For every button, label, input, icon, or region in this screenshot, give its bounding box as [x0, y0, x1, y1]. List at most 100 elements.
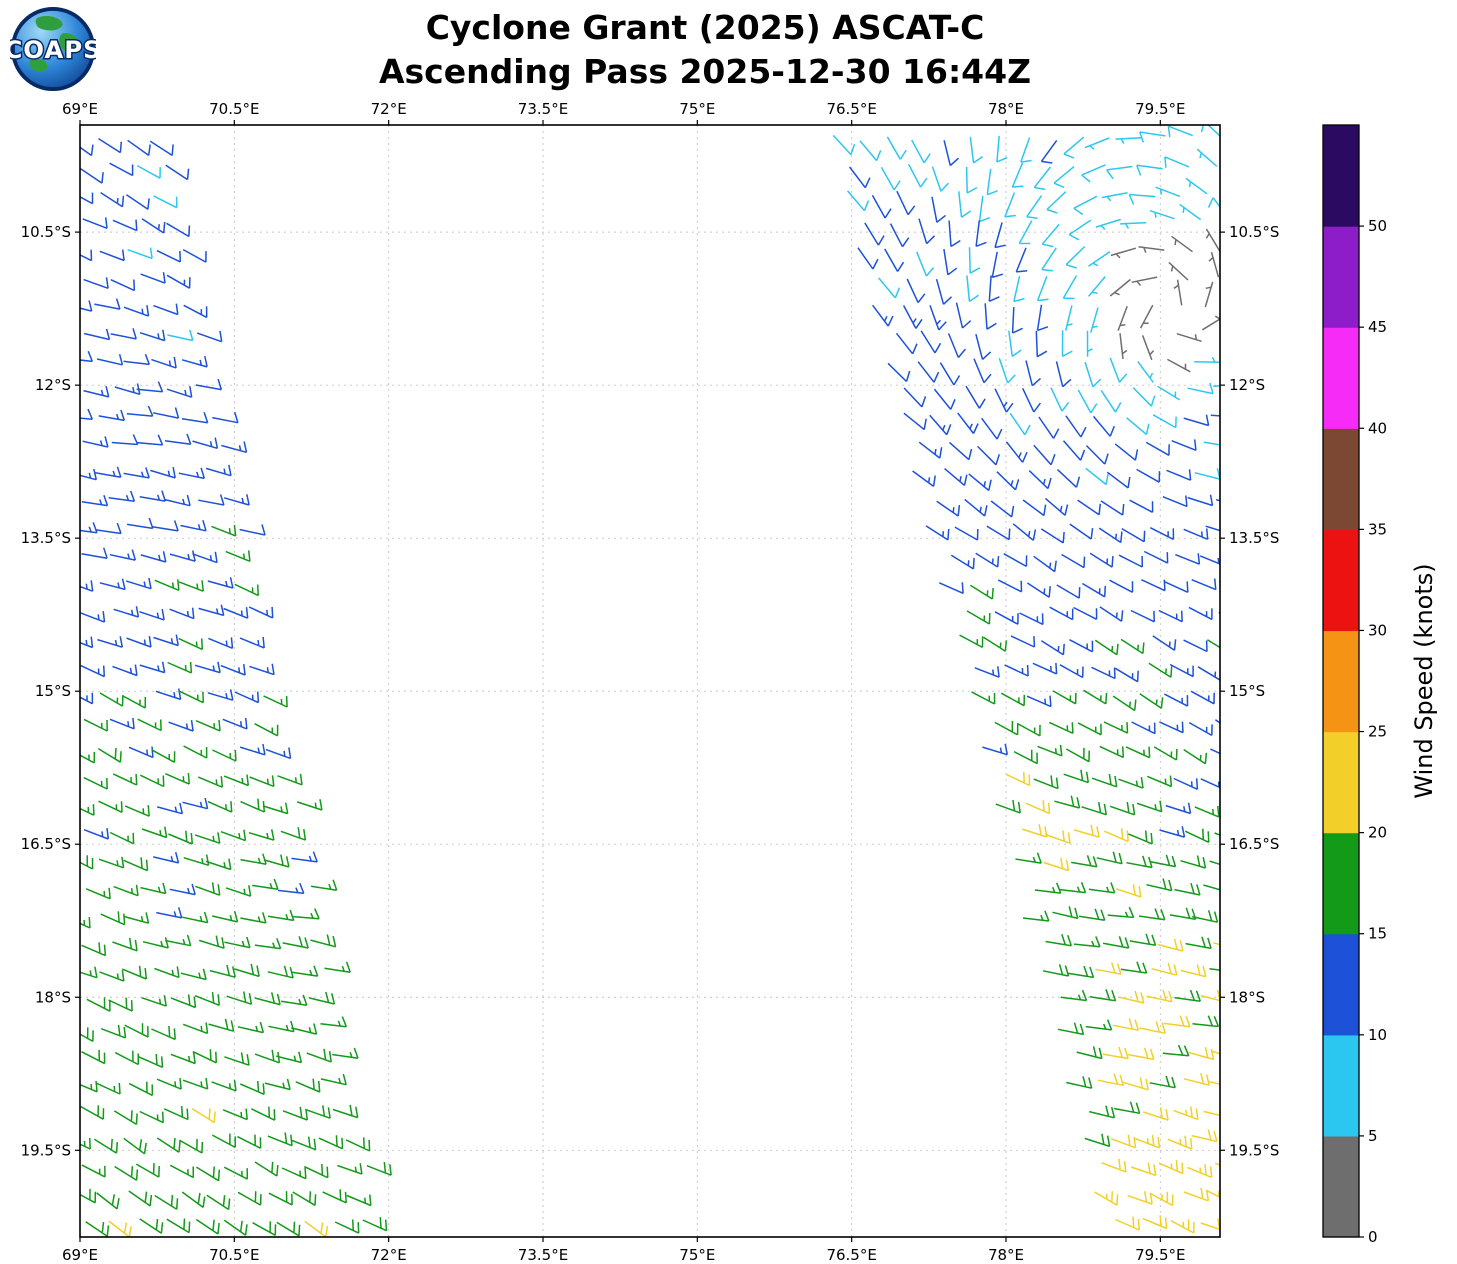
wind-barb — [98, 137, 123, 154]
wind-barb — [109, 717, 135, 730]
wind-barb — [1226, 1101, 1251, 1113]
wind-barb — [1188, 606, 1213, 621]
wind-barb — [950, 554, 975, 570]
wind-barb — [1228, 667, 1251, 680]
wind-barb — [1094, 1191, 1119, 1206]
wind-barb — [80, 144, 94, 157]
wind-barb — [1025, 800, 1051, 815]
wind-barb — [1102, 936, 1130, 949]
wind-barb — [1180, 855, 1207, 869]
wind-barb — [139, 490, 167, 502]
wind-barb — [1164, 1015, 1191, 1028]
wind-barb — [1167, 125, 1193, 138]
wind-barb — [964, 498, 988, 517]
wind-barb — [110, 279, 136, 292]
wind-barb — [80, 249, 93, 262]
x-axis-tick-label-bottom: 75°E — [679, 1246, 715, 1264]
wind-barb — [974, 666, 1000, 678]
wind-barb — [136, 434, 164, 446]
wind-barb — [957, 412, 979, 434]
wind-barb — [276, 1051, 303, 1064]
wind-barb — [83, 277, 109, 290]
wind-barb — [127, 139, 151, 157]
wind-barb — [295, 1078, 321, 1093]
y-axis-tick-label-left: 10.5°S — [21, 223, 71, 241]
wind-barb — [832, 134, 856, 156]
wind-barb — [1141, 335, 1155, 361]
wind-barb — [153, 852, 180, 864]
wind-barb — [153, 303, 179, 316]
wind-barb — [1179, 203, 1202, 221]
wind-barb — [948, 220, 961, 248]
wind-barb — [195, 719, 221, 732]
wind-barb — [112, 937, 138, 952]
wind-barb — [225, 885, 252, 897]
wind-barb — [1112, 695, 1137, 712]
wind-barb — [1126, 417, 1150, 436]
wind-barb — [169, 1164, 195, 1179]
x-axis-tick-label-top: 72°E — [371, 100, 407, 118]
wind-barb — [1114, 667, 1139, 683]
wind-barb — [1038, 416, 1060, 439]
wind-barb — [1131, 721, 1156, 735]
wind-barb — [925, 525, 950, 541]
wind-barb — [198, 604, 225, 617]
wind-barb — [164, 494, 191, 507]
wind-barb — [1103, 721, 1129, 734]
wind-barb — [1077, 389, 1098, 414]
wind-barb — [1008, 330, 1022, 358]
x-axis-tick-label-top: 75°E — [679, 100, 715, 118]
wind-barb — [1118, 990, 1145, 1004]
wind-barb — [1004, 664, 1029, 677]
wind-barb — [126, 405, 154, 417]
wind-barb — [150, 466, 176, 479]
wind-barb — [1026, 695, 1052, 708]
wind-barb — [114, 1165, 139, 1181]
wind-barb — [249, 663, 275, 676]
wind-barb — [1068, 219, 1092, 241]
wind-barb — [1096, 851, 1123, 865]
x-axis-tick-label-bottom: 72°E — [371, 1246, 407, 1264]
colorbar-segment — [1323, 529, 1359, 632]
wind-barb — [1213, 942, 1220, 946]
wind-barb — [211, 1079, 237, 1092]
wind-barb — [1090, 307, 1099, 333]
wind-barb — [240, 853, 267, 865]
x-axis-tick-label-bottom: 70.5°E — [209, 1246, 259, 1264]
chart-subtitle: Ascending Pass 2025-12-30 16:44Z — [378, 52, 1032, 91]
wind-barb — [966, 610, 991, 625]
wind-barb — [1036, 304, 1049, 332]
wind-barb — [140, 551, 167, 563]
wind-barb — [943, 140, 960, 167]
wind-barb — [996, 135, 1008, 163]
wind-barb — [108, 997, 133, 1012]
wind-barb — [1205, 228, 1220, 252]
wind-barb — [1168, 261, 1189, 281]
wind-barb — [85, 887, 111, 900]
wind-barb — [1218, 611, 1220, 614]
wind-barb — [1026, 195, 1043, 219]
wind-barb — [1187, 382, 1214, 395]
wind-barb — [1185, 936, 1212, 950]
wind-barb — [183, 854, 210, 867]
wind-barb — [80, 916, 91, 929]
colorbar-segment — [1323, 731, 1359, 834]
wind-barb — [1118, 777, 1144, 789]
wind-barb — [1115, 884, 1142, 898]
wind-barb — [248, 606, 274, 619]
wind-barb — [954, 526, 979, 541]
wind-barb — [178, 637, 204, 651]
wind-barb — [1052, 906, 1079, 920]
wind-barb — [1166, 469, 1192, 481]
wind-barb — [1164, 693, 1189, 707]
wind-barb — [281, 1167, 307, 1180]
y-axis-tick-label-right: 18°S — [1229, 988, 1265, 1006]
wind-barb — [1063, 136, 1085, 159]
title-block: Cyclone Grant (2025) ASCAT-C Ascending P… — [90, 6, 1320, 94]
wind-barb — [182, 911, 209, 924]
wind-barb — [1159, 721, 1184, 734]
wind-barb — [94, 1138, 119, 1154]
x-axis-tick-label-bottom: 73.5°E — [518, 1246, 568, 1264]
wind-barb — [237, 1191, 262, 1206]
wind-barb — [1115, 1216, 1140, 1231]
